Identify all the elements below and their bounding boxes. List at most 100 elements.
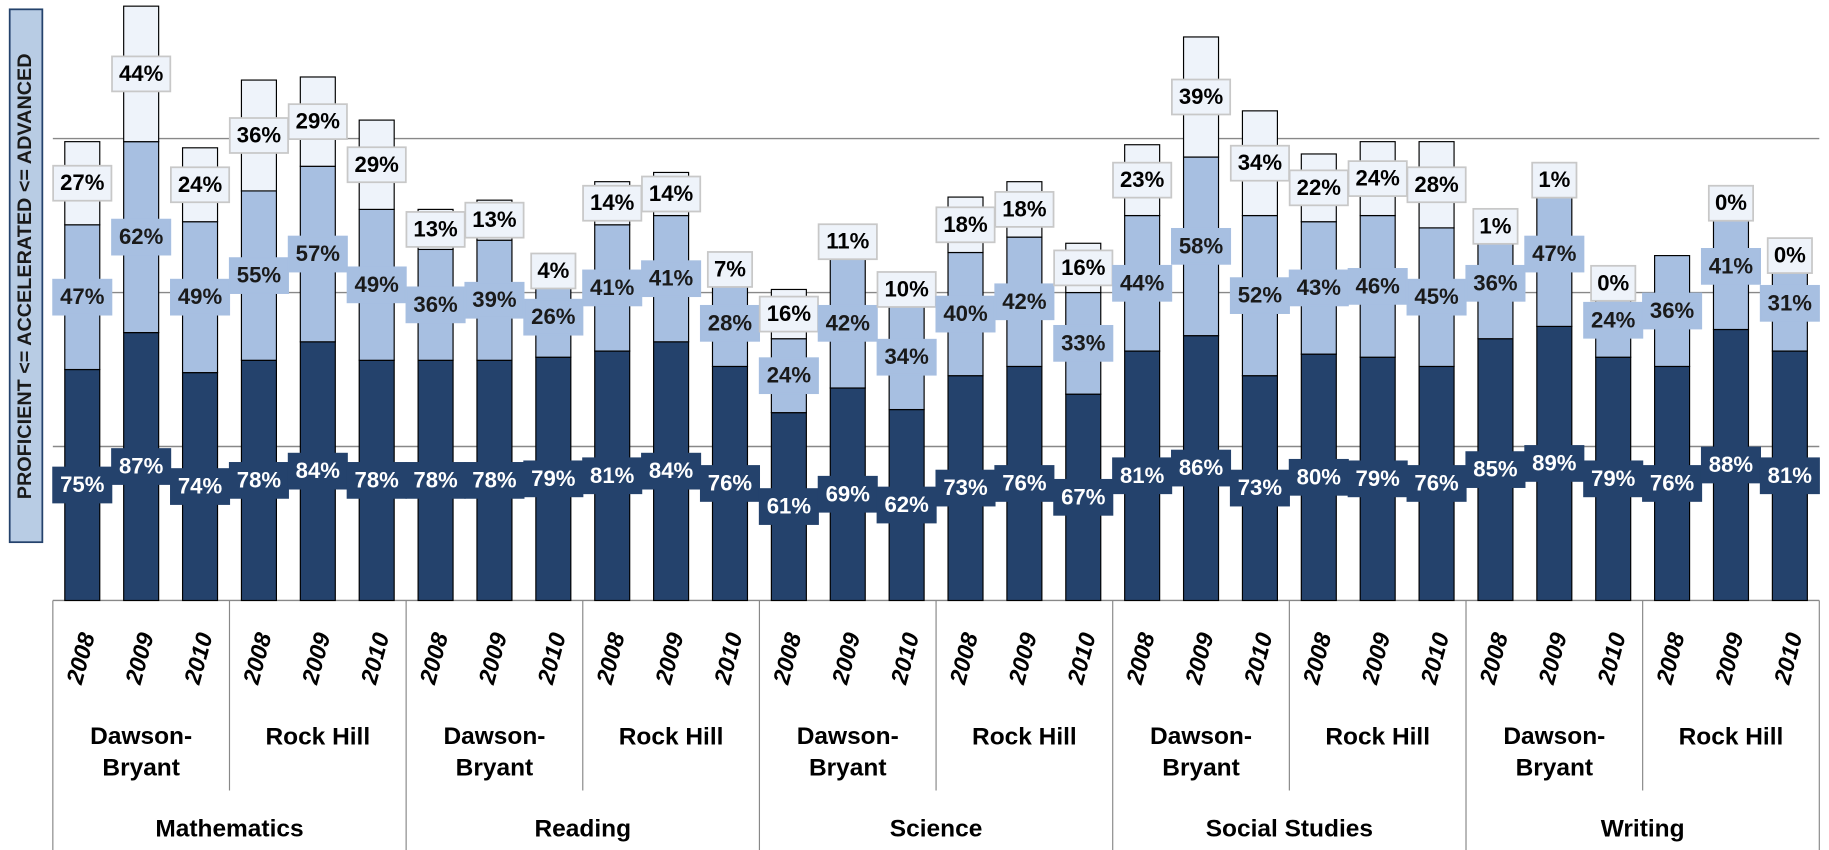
x-tick-label: 2008	[1651, 630, 1690, 688]
value-label: 36%	[1473, 270, 1518, 295]
value-label: 76%	[708, 470, 753, 495]
value-label: 79%	[531, 466, 576, 491]
value-label-box	[346, 146, 407, 184]
x-tick-label: 2010	[709, 630, 748, 688]
subject-label: Mathematics	[155, 816, 303, 843]
value-label: 1%	[1479, 213, 1511, 238]
x-tick-label: 2008	[61, 630, 100, 688]
value-label-box	[1347, 268, 1408, 305]
value-label-box	[170, 468, 231, 505]
value-label: 13%	[413, 216, 458, 241]
school-label-line: Dawson-	[1150, 724, 1252, 751]
value-label: 29%	[296, 109, 341, 134]
x-tick-label: 2009	[1180, 630, 1219, 688]
value-label: 0%	[1715, 190, 1747, 215]
school-label-line: Dawson-	[1503, 724, 1605, 751]
x-tick-label: 2009	[1356, 630, 1395, 688]
value-label-box	[1053, 249, 1114, 287]
x-tick-label: 2010	[532, 630, 571, 688]
value-label-box	[52, 164, 113, 202]
value-label: 75%	[60, 472, 105, 497]
value-label: 81%	[590, 463, 635, 488]
value-label-box	[1171, 227, 1232, 265]
value-label: 79%	[1591, 466, 1636, 491]
x-tick-label: 2010	[1592, 630, 1631, 688]
value-label: 26%	[531, 304, 576, 329]
value-label-box	[1406, 166, 1467, 204]
value-label: 28%	[1414, 172, 1459, 197]
school-label-line: Bryant	[1162, 755, 1240, 782]
value-label: 76%	[1414, 470, 1459, 495]
value-label: 36%	[1650, 298, 1695, 323]
value-label: 84%	[296, 458, 341, 483]
value-label: 11%	[826, 229, 869, 254]
x-tick-label: 2009	[473, 630, 512, 688]
value-label-box	[1406, 465, 1467, 502]
value-label-box	[1171, 78, 1232, 116]
value-label: 47%	[1532, 241, 1577, 266]
school-label: Rock Hill	[1325, 724, 1430, 751]
value-label: 22%	[1297, 175, 1342, 200]
value-label-box	[1112, 161, 1173, 199]
value-label: 24%	[1591, 307, 1636, 332]
x-tick-label: 2008	[414, 630, 453, 688]
value-label-box	[817, 304, 878, 342]
value-label-box	[1700, 446, 1762, 484]
value-label-box	[111, 55, 172, 93]
value-label: 23%	[1120, 167, 1165, 192]
value-label: 88%	[1709, 452, 1754, 477]
value-label: 13%	[472, 207, 517, 232]
value-label: 79%	[1356, 466, 1401, 491]
value-label: 49%	[178, 284, 223, 309]
value-label-box	[405, 286, 466, 324]
value-label: 69%	[826, 481, 871, 506]
value-label: 73%	[1238, 475, 1283, 500]
value-label: 31%	[1768, 290, 1813, 315]
x-tick-label: 2009	[1003, 630, 1042, 688]
value-label: 41%	[1709, 253, 1754, 278]
value-label: 78%	[413, 467, 458, 492]
subject-label: Writing	[1601, 816, 1685, 843]
value-label: 73%	[943, 475, 988, 500]
value-label-box	[758, 357, 819, 395]
value-label-box	[1700, 248, 1762, 285]
x-tick-label: 2008	[768, 630, 807, 688]
value-label-box	[1229, 277, 1290, 314]
x-tick-label: 2008	[944, 630, 983, 688]
value-label-box	[170, 166, 231, 204]
y-axis-label: PROFICIENT <= ACCELERATED <= ADVANCED	[14, 53, 36, 499]
x-tick-label: 2010	[179, 630, 218, 688]
value-label: 34%	[1238, 150, 1283, 175]
x-tick-label: 2010	[355, 630, 394, 688]
value-label: 39%	[472, 287, 517, 312]
value-label: 24%	[767, 363, 812, 388]
value-label-box	[994, 465, 1055, 502]
value-label-box	[1642, 465, 1703, 502]
value-label: 49%	[355, 272, 400, 297]
value-label-box	[111, 218, 172, 256]
value-label-box	[1171, 449, 1232, 487]
value-label: 27%	[60, 170, 105, 195]
value-label: 18%	[943, 212, 988, 237]
value-label-box	[935, 469, 996, 507]
value-label-box	[1347, 160, 1408, 197]
value-label-box	[1759, 457, 1820, 495]
value-label: 43%	[1297, 275, 1342, 300]
value-label: 46%	[1356, 273, 1401, 298]
value-label-box	[1524, 235, 1585, 273]
value-label: 61%	[767, 494, 812, 519]
value-label: 14%	[649, 181, 694, 206]
value-label: 4%	[537, 258, 569, 283]
value-label: 52%	[1238, 283, 1283, 308]
school-label-line: Dawson-	[443, 724, 545, 751]
x-tick-label: 2008	[591, 630, 630, 688]
value-label-box	[170, 278, 231, 316]
value-label: 42%	[1002, 289, 1047, 314]
value-label: 39%	[1179, 84, 1224, 109]
x-tick-label: 2008	[1121, 630, 1160, 688]
x-tick-label: 2010	[1769, 630, 1808, 688]
value-label-box	[1583, 460, 1644, 498]
value-label-box	[1053, 324, 1114, 362]
